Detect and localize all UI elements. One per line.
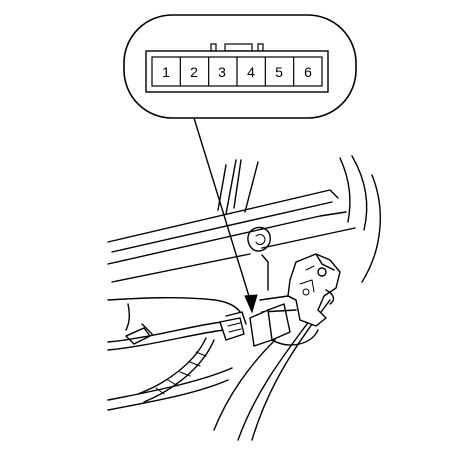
pin-labels: 1 2 3 4 5 6 — [162, 64, 312, 80]
connector-key-left — [210, 43, 217, 52]
pin-1-label: 1 — [162, 64, 170, 80]
connector-face: 1 2 3 4 5 6 — [145, 43, 329, 93]
pin-4-label: 4 — [247, 64, 255, 80]
door-lock-actuator — [219, 253, 341, 347]
pin-3-label: 3 — [218, 64, 226, 80]
connector-callout: 1 2 3 4 5 6 — [123, 14, 357, 119]
arrow-head — [244, 294, 258, 314]
connector-lock-tab — [224, 43, 253, 52]
door-panel-drawing — [107, 155, 381, 441]
pin-dividers — [179, 57, 295, 86]
leader-arrow — [193, 117, 258, 314]
connector-key-right — [257, 43, 264, 52]
pin-2-label: 2 — [190, 64, 198, 80]
pin-6-label: 6 — [304, 64, 312, 80]
pin-5-label: 5 — [275, 64, 283, 80]
